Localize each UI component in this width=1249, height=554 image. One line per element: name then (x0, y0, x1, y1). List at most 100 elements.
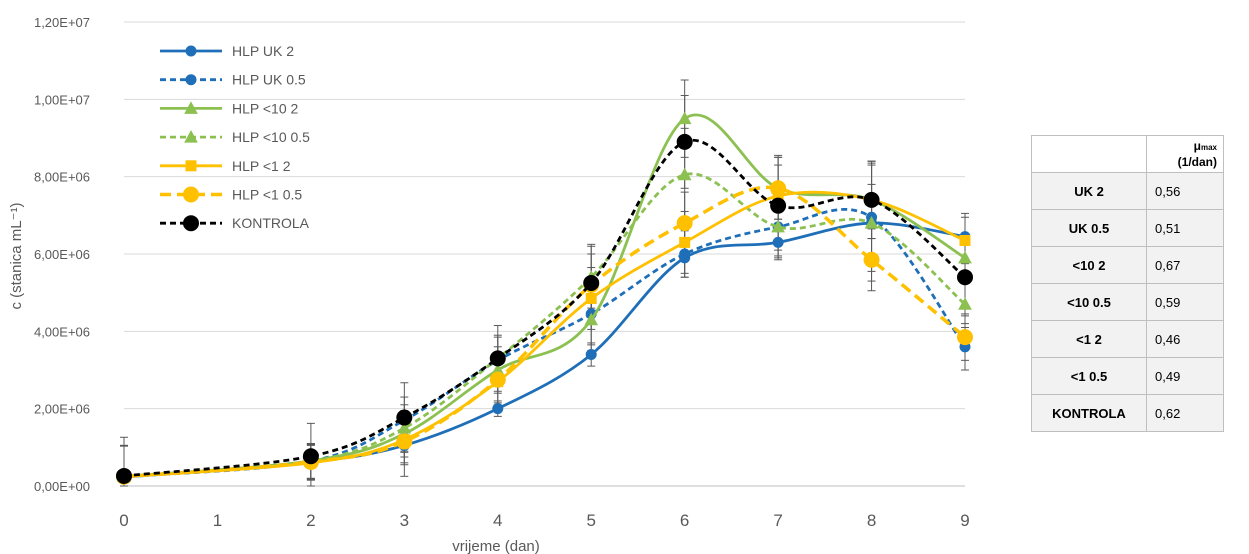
data-point (396, 409, 413, 426)
series (116, 133, 973, 484)
legend: HLP UK 2 HLP UK 0.5 HLP <10 2 HLP <10 0.5 HL… (160, 43, 310, 232)
data-point (677, 167, 692, 181)
gridlines (124, 21, 965, 487)
table-row: <1 2 0,46 (1031, 320, 1224, 358)
x-tick-label: 2 (306, 511, 315, 530)
x-tick-label: 7 (773, 511, 782, 530)
data-point (957, 269, 973, 286)
x-tick-label: 0 (119, 511, 128, 530)
legend-label: HLP <1 0.5 (232, 187, 302, 203)
legend-label: HLP UK 2 (232, 43, 294, 59)
series-line (123, 172, 966, 478)
x-tick-label: 8 (867, 511, 876, 530)
legend-entry: KONTROLA (160, 215, 310, 232)
table-row: KONTROLA 0,62 (1031, 394, 1224, 432)
row-name: <1 2 (1031, 320, 1147, 358)
table-row: UK 0.5 0,51 (1031, 209, 1224, 247)
row-value: 0,51 (1146, 209, 1224, 247)
mu-symbol: μ (1193, 139, 1201, 153)
legend-entry: HLP <1 2 (160, 158, 291, 174)
data-point (116, 467, 132, 484)
row-name: UK 0.5 (1031, 209, 1147, 247)
legend-marker (183, 215, 199, 232)
row-name: <1 0.5 (1031, 357, 1147, 395)
x-tick-label: 1 (213, 511, 222, 530)
table-header-row: μmax (1/dan) (1031, 135, 1224, 173)
y-tick-label: 1,20E+07 (34, 15, 90, 30)
data-point (585, 292, 597, 304)
mu-unit: (1/dan) (1177, 155, 1217, 169)
legend-label: HLP <1 2 (232, 158, 291, 174)
row-value: 0,62 (1146, 394, 1224, 432)
data-point (959, 234, 971, 246)
row-name: <10 0.5 (1031, 283, 1147, 321)
table-row: <10 0.5 0,59 (1031, 283, 1224, 321)
row-name: UK 2 (1031, 172, 1147, 210)
x-axis-title: vrijeme (dan) (452, 538, 540, 554)
table-row: <1 0.5 0,49 (1031, 357, 1224, 395)
legend-marker (185, 45, 197, 57)
legend-marker (185, 74, 197, 86)
series (118, 217, 971, 483)
data-point (863, 251, 880, 268)
y-tick-label: 0,00E+00 (34, 479, 90, 494)
error-bars (120, 162, 969, 487)
data-point (770, 197, 787, 214)
error-bars (120, 94, 969, 487)
table-row: UK 2 0,56 (1031, 172, 1224, 210)
x-tick-labels: 0 1 2 3 4 5 6 7 8 9 (119, 511, 969, 530)
growth-chart: 0,00E+00 2,00E+06 4,00E+06 6,00E+06 8,00E+06… (8, 15, 973, 554)
legend-entry: HLP <10 0.5 (160, 129, 310, 145)
x-tick-label: 4 (493, 511, 502, 530)
x-tick-label: 3 (400, 511, 409, 530)
series-line (123, 207, 967, 479)
legend-marker (184, 101, 198, 114)
row-value: 0,67 (1146, 246, 1224, 284)
series-line (123, 221, 966, 479)
growth-rate-table: μmax (1/dan) UK 2 0,56 UK 0.5 0,51 <10 2 0,67… (1031, 135, 1224, 432)
y-axis-title: c (stanica mL⁻¹) (8, 202, 25, 309)
legend-entry: HLP UK 2 (160, 43, 294, 59)
data-point (489, 371, 506, 388)
data-point (583, 275, 600, 291)
table-corner-cell (1031, 135, 1147, 173)
legend-label: HLP <10 2 (232, 100, 299, 116)
row-value: 0,46 (1146, 320, 1224, 358)
legend-label: HLP <10 0.5 (232, 129, 310, 145)
x-tick-label: 9 (960, 511, 969, 530)
series (118, 207, 971, 483)
data-point (770, 180, 787, 197)
data-point (958, 250, 972, 264)
data-point (396, 433, 413, 450)
mu-subscript: max (1200, 143, 1217, 152)
data-point (679, 236, 691, 248)
error-bars (120, 164, 969, 487)
legend-marker (183, 186, 199, 203)
data-point (957, 329, 973, 346)
x-tick-label: 6 (680, 511, 689, 530)
y-tick-label: 4,00E+06 (34, 324, 90, 339)
data-point (677, 111, 692, 125)
legend-entry: HLP UK 0.5 (160, 72, 306, 88)
legend-marker (184, 130, 198, 143)
row-name: <10 2 (1031, 246, 1147, 284)
row-name: KONTROLA (1031, 394, 1147, 432)
data-point (585, 349, 597, 361)
data-point (302, 448, 319, 465)
mu-max-header: μmax (1/dan) (1146, 135, 1224, 173)
data-point (771, 219, 785, 233)
legend-label: HLP UK 0.5 (232, 72, 306, 88)
data-point (679, 248, 691, 260)
row-value: 0,49 (1146, 357, 1224, 395)
data-point (864, 216, 879, 229)
data-point (489, 350, 506, 367)
legend-entry: HLP <10 2 (160, 100, 299, 116)
y-tick-label: 1,00E+07 (34, 92, 90, 107)
series-layer (116, 79, 973, 487)
data-point (772, 236, 784, 248)
x-tick-label: 5 (586, 511, 595, 530)
data-point (676, 215, 693, 232)
legend-marker (185, 160, 197, 172)
row-value: 0,56 (1146, 172, 1224, 210)
y-tick-labels: 0,00E+00 2,00E+06 4,00E+06 6,00E+06 8,00E+06… (34, 15, 90, 494)
